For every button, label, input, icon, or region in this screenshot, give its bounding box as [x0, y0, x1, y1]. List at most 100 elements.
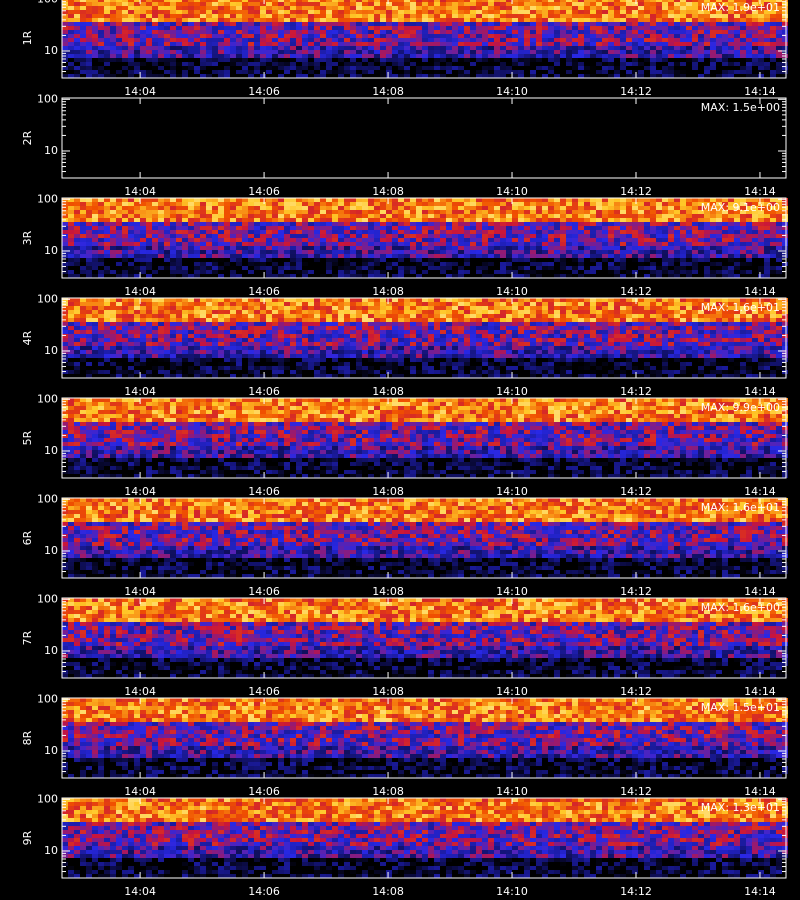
texture-cell — [326, 206, 332, 210]
texture-cell — [776, 14, 782, 18]
texture-cell — [242, 250, 248, 254]
texture-cell — [626, 0, 632, 2]
texture-cell — [674, 34, 680, 38]
texture-cell — [692, 274, 698, 278]
texture-cell — [386, 38, 392, 42]
texture-cell — [350, 218, 356, 222]
texture-cell — [470, 14, 476, 18]
texture-cell — [428, 46, 434, 50]
texture-cell — [722, 266, 728, 270]
texture-cell — [476, 202, 482, 206]
texture-cell — [536, 2, 542, 6]
texture-cell — [206, 10, 212, 14]
texture-cell — [104, 22, 110, 26]
texture-cell — [86, 226, 92, 230]
x-tick-label: 14:06 — [248, 185, 280, 198]
texture-cell — [518, 34, 524, 38]
texture-cell — [200, 14, 206, 18]
texture-cell — [506, 30, 512, 34]
texture-cell — [164, 6, 170, 10]
texture-cell — [608, 246, 614, 250]
texture-cell — [428, 22, 434, 26]
texture-cell — [296, 234, 302, 238]
texture-cell — [746, 270, 752, 274]
texture-cell — [650, 202, 656, 206]
texture-cell — [542, 66, 548, 70]
texture-cell — [752, 250, 758, 254]
texture-cell — [440, 14, 446, 18]
texture-cell — [296, 202, 302, 206]
texture-cell — [434, 2, 440, 6]
texture-cell — [680, 258, 686, 262]
texture-cell — [476, 274, 482, 278]
texture-cell — [296, 222, 302, 226]
texture-cell — [638, 0, 644, 2]
texture-cell — [404, 254, 410, 258]
texture-cell — [710, 6, 716, 10]
texture-cell — [128, 22, 134, 26]
texture-cell — [278, 226, 284, 230]
texture-cell — [668, 58, 674, 62]
texture-cell — [644, 254, 650, 258]
texture-cell — [86, 198, 92, 202]
texture-cell — [392, 70, 398, 74]
texture-cell — [500, 70, 506, 74]
texture-cell — [296, 250, 302, 254]
texture-cell — [542, 38, 548, 42]
texture-cell — [392, 30, 398, 34]
texture-cell — [728, 206, 734, 210]
texture-cell — [506, 18, 512, 22]
texture-cell — [614, 70, 620, 74]
texture-cell — [314, 258, 320, 262]
texture-cell — [68, 42, 74, 46]
texture-cell — [656, 214, 662, 218]
texture-cell — [470, 42, 476, 46]
texture-cell — [638, 266, 644, 270]
texture-cell — [752, 54, 758, 58]
texture-cell — [584, 10, 590, 14]
texture-cell — [158, 238, 164, 242]
texture-cell — [146, 210, 152, 214]
texture-cell — [74, 54, 80, 58]
texture-cell — [596, 254, 602, 258]
texture-cell — [764, 26, 770, 30]
texture-cell — [332, 34, 338, 38]
texture-cell — [308, 210, 314, 214]
texture-cell — [728, 222, 734, 226]
texture-cell — [500, 10, 506, 14]
texture-cell — [110, 214, 116, 218]
texture-cell — [518, 258, 524, 262]
texture-cell — [104, 74, 110, 78]
texture-cell — [578, 246, 584, 250]
texture-cell — [782, 34, 788, 38]
texture-cell — [698, 258, 704, 262]
texture-cell — [308, 2, 314, 6]
texture-cell — [128, 42, 134, 46]
texture-cell — [686, 22, 692, 26]
texture-cell — [326, 66, 332, 70]
texture-cell — [560, 218, 566, 222]
texture-cell — [590, 266, 596, 270]
texture-cell — [728, 42, 734, 46]
texture-cell — [506, 6, 512, 10]
texture-cell — [734, 70, 740, 74]
texture-cell — [680, 22, 686, 26]
texture-cell — [164, 10, 170, 14]
texture-cell — [524, 38, 530, 42]
texture-cell — [158, 214, 164, 218]
texture-cell — [176, 62, 182, 66]
texture-cell — [182, 18, 188, 22]
texture-cell — [104, 0, 110, 2]
texture-cell — [458, 0, 464, 2]
texture-cell — [170, 70, 176, 74]
texture-cell — [98, 198, 104, 202]
texture-cell — [284, 50, 290, 54]
texture-cell — [416, 6, 422, 10]
texture-cell — [62, 230, 68, 234]
texture-cell — [308, 62, 314, 66]
texture-cell — [80, 234, 86, 238]
texture-cell — [782, 14, 788, 18]
texture-cell — [680, 38, 686, 42]
texture-cell — [512, 0, 518, 2]
texture-cell — [368, 210, 374, 214]
